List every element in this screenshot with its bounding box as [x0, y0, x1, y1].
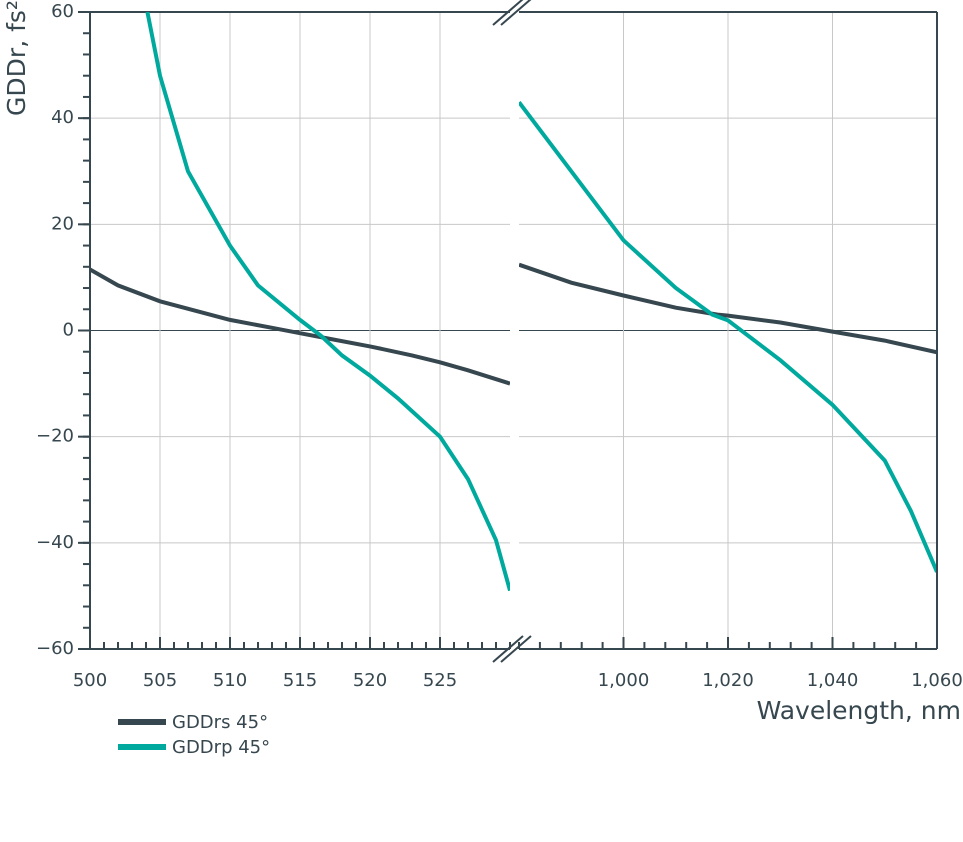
- series-line: [519, 262, 937, 355]
- x-axis-title: Wavelength, nm: [757, 696, 961, 725]
- series-line: [519, 100, 937, 573]
- x-tick-label: 505: [143, 670, 177, 691]
- y-tick-label: 0: [63, 320, 74, 341]
- x-tick-label: 525: [423, 670, 457, 691]
- y-axis-title: GDDr, fs²: [2, 0, 31, 116]
- x-tick-label: 500: [73, 670, 107, 691]
- x-tick-label: 510: [213, 670, 247, 691]
- legend-label: GDDrp 45°: [172, 737, 270, 758]
- x-tick-label: 1,040: [807, 670, 859, 691]
- x-tick-label: 1,020: [702, 670, 754, 691]
- x-tick-label: 515: [283, 670, 317, 691]
- series-line: [90, 267, 510, 386]
- axis-break: [492, 635, 524, 663]
- y-tick-label: −40: [36, 532, 74, 553]
- y-tick-label: 60: [51, 1, 74, 22]
- series-line: [145, 12, 510, 592]
- y-tick-label: −20: [36, 426, 74, 447]
- x-tick-label: 520: [353, 670, 387, 691]
- axis-break: [500, 0, 532, 26]
- axis-break: [492, 0, 524, 26]
- y-tick-label: 40: [51, 107, 74, 128]
- y-tick-label: 20: [51, 213, 74, 234]
- legend-label: GDDrs 45°: [172, 712, 268, 733]
- x-tick-label: 1,000: [598, 670, 650, 691]
- x-tick-label: 1,060: [911, 670, 963, 691]
- axis-break: [500, 635, 532, 663]
- y-tick-label: −60: [36, 638, 74, 659]
